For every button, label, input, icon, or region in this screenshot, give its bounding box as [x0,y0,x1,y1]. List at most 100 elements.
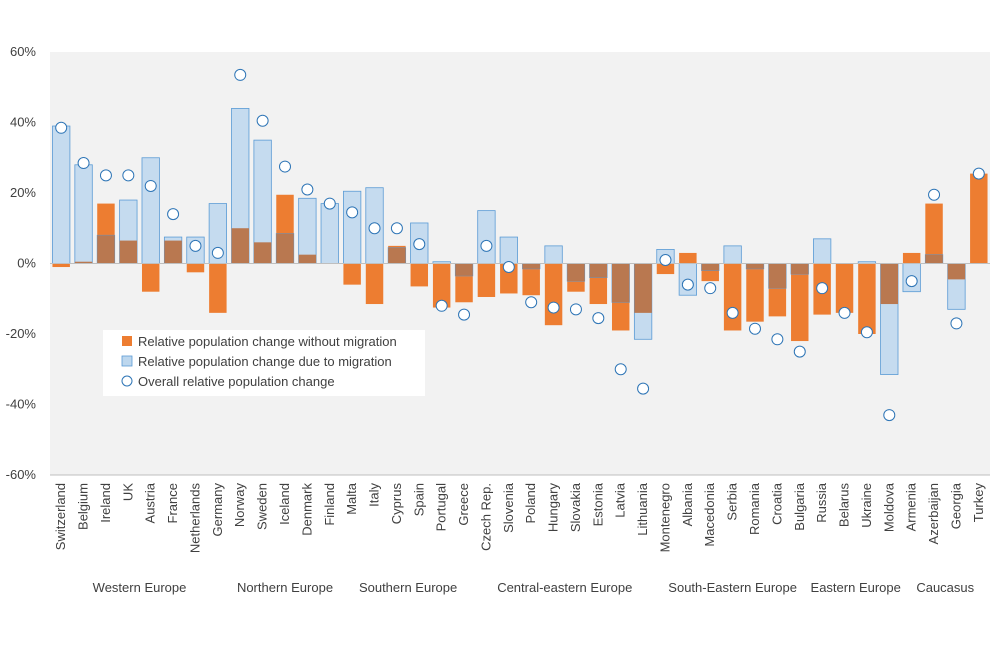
marker-overall-lithuania [637,382,650,395]
category-label-belarus: Belarus [837,483,852,528]
marker-overall-switzerland [55,121,68,134]
bar-without-migration-switzerland [52,263,70,268]
category-label-azerbaijan: Azerbaijan [926,483,941,544]
category-label-slovakia: Slovakia [568,482,583,532]
marker-overall-azerbaijan [928,188,941,201]
category-label-austria: Austria [143,482,158,523]
group-label-south-eastern-europe: South-Eastern Europe [668,580,797,595]
marker-overall-france [167,208,180,221]
marker-overall-sweden [256,114,269,127]
marker-overall-iceland [279,160,291,173]
bar-due-to-migration-finland [320,203,339,264]
category-label-cyprus: Cyprus [389,483,404,525]
bar-overlap-azerbaijan [925,254,943,264]
marker-overall-portugal [435,299,448,312]
category-label-hungary: Hungary [546,483,561,533]
bar-without-migration-netherlands [186,263,205,273]
y-tick-label: -40% [6,397,37,412]
marker-overall-turkey [972,167,985,180]
bar-due-to-migration-hungary [544,245,563,264]
category-label-czech-rep: Czech Rep. [478,483,493,551]
marker-overall-netherlands [189,239,202,252]
bar-overlap-croatia [768,263,787,289]
group-label-central-eastern-europe: Central-eastern Europe [497,580,632,595]
category-label-iceland: Iceland [277,483,292,525]
bar-without-migration-bulgaria [791,263,809,342]
bar-without-migration-romania [746,263,764,322]
bar-overlap-moldova [880,263,899,305]
bar-due-to-migration-belgium [74,164,93,264]
marker-overall-georgia [950,317,963,330]
category-label-estonia: Estonia [590,482,605,526]
bar-overlap-ireland [97,235,115,264]
bar-without-migration-armenia [902,252,921,264]
y-tick-label: 60% [10,44,36,59]
bar-due-to-migration-austria [141,157,160,264]
bar-due-to-migration-russia [813,238,832,264]
category-label-finland: Finland [322,483,337,526]
category-label-montenegro: Montenegro [657,483,672,552]
marker-overall-albania [681,278,694,291]
marker-overall-hungary [547,301,560,314]
bar-due-to-migration-denmark [298,197,317,264]
marker-overall-ireland [99,169,112,182]
legend: Relative population change without migra… [103,330,425,396]
bar-overlap-poland [522,263,540,269]
legend-label-due-to-migration: Relative population change due to migrat… [138,354,392,369]
bar-due-to-migration-switzerland [52,125,71,264]
legend-label-without-migration: Relative population change without migra… [138,334,397,349]
bar-without-migration-malta [343,263,361,285]
bar-overlap-slovakia [567,263,585,282]
marker-overall-latvia [614,363,627,376]
marker-overall-serbia [726,306,739,319]
group-label-western-europe: Western Europe [93,580,187,595]
category-label-switzerland: Switzerland [53,483,68,550]
category-label-ireland: Ireland [98,483,113,523]
category-label-moldova: Moldova [881,482,896,532]
bar-due-to-migration-czech-rep [477,210,496,264]
category-label-slovenia: Slovenia [501,482,516,533]
category-label-spain: Spain [411,483,426,516]
y-tick-label: 40% [10,115,36,130]
group-label-eastern-europe: Eastern Europe [811,580,901,595]
marker-overall-cyprus [390,222,403,235]
bar-due-to-migration-serbia [723,245,742,264]
bar-due-to-migration-slovenia [499,236,518,264]
group-label-southern-europe: Southern Europe [359,580,457,595]
bar-overlap-lithuania [634,263,652,313]
bar-without-migration-portugal [432,263,451,308]
category-label-armenia: Armenia [904,482,919,531]
y-tick-label: 20% [10,185,36,200]
marker-overall-belarus [838,306,851,319]
category-label-netherlands: Netherlands [187,483,202,554]
bar-overlap-macedonia [701,263,719,271]
bar-without-migration-turkey [970,173,988,264]
marker-overall-belgium [77,157,90,170]
legend-label-overall: Overall relative population change [138,374,335,389]
category-label-ukraine: Ukraine [859,483,874,528]
bar-without-migration-albania [679,252,697,264]
bar-without-migration-montenegro [656,263,675,275]
marker-overall-montenegro [659,253,672,266]
x-axis-category-labels: Switzerland Belgium Ireland UK Austria France… [53,482,986,553]
bar-without-migration-poland [522,263,540,296]
category-label-belgium: Belgium [76,483,91,530]
bar-overlap-norway [231,228,249,264]
marker-overall-croatia [771,333,784,346]
marker-overall-czech-rep [480,239,493,252]
category-label-greece: Greece [456,483,471,526]
category-label-denmark: Denmark [299,483,314,536]
category-label-macedonia: Macedonia [702,482,717,546]
category-label-croatia: Croatia [769,482,784,525]
bar-overlap-france [164,240,182,264]
category-label-russia: Russia [814,482,829,523]
category-label-albania: Albania [680,482,695,526]
category-label-latvia: Latvia [613,482,628,517]
marker-overall-ukraine [860,326,873,339]
bar-overlap-sweden [253,242,272,264]
bar-overlap-denmark [298,254,317,264]
bar-without-migration-germany [209,263,227,313]
bar-overlap-uk [119,240,138,264]
bar-overlap-romania [746,263,764,269]
